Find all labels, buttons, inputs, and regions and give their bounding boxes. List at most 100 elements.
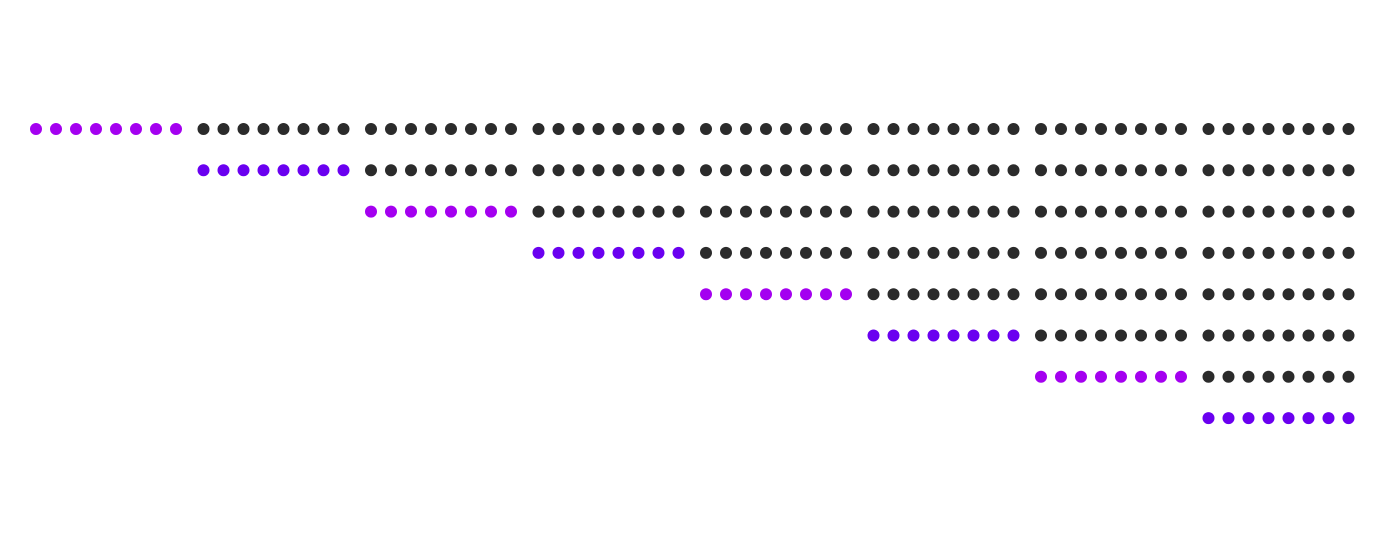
highlight-dot [1175, 370, 1187, 383]
dot [1342, 370, 1355, 383]
dot-group [867, 246, 1020, 259]
highlight-dot-group [1202, 412, 1355, 425]
dot-group [1035, 329, 1187, 342]
dot [867, 288, 880, 301]
dot [1115, 205, 1127, 218]
dot [867, 205, 880, 218]
highlight-dot [505, 205, 517, 218]
highlight-dot [740, 288, 752, 301]
dot [1282, 164, 1295, 177]
highlight-dot-group [867, 329, 1020, 342]
dot [1095, 329, 1107, 342]
dot [800, 123, 812, 135]
highlight-dot [1302, 412, 1315, 425]
highlight-dot [700, 288, 712, 301]
dot-group [1202, 205, 1355, 218]
dot [1075, 164, 1087, 177]
dot [1175, 246, 1187, 259]
dot [1262, 123, 1275, 135]
dot [967, 288, 980, 301]
highlight-dot [800, 288, 812, 301]
dot [1115, 329, 1127, 342]
dot [907, 164, 920, 177]
dot [867, 164, 880, 177]
dot-group [532, 123, 685, 135]
dot [425, 164, 437, 177]
dot [297, 123, 310, 135]
highlight-dot [425, 205, 437, 218]
dot [1262, 246, 1275, 259]
dot [1242, 246, 1255, 259]
dot [987, 123, 1000, 135]
highlight-dot [780, 288, 792, 301]
dot [1302, 205, 1315, 218]
dot [1155, 329, 1167, 342]
highlight-dot [405, 205, 417, 218]
dot [887, 246, 900, 259]
highlight-dot [1282, 412, 1295, 425]
dot [1262, 370, 1275, 383]
dot [1035, 164, 1047, 177]
dot [237, 123, 250, 135]
dot-group [1202, 288, 1355, 301]
highlight-dot [485, 205, 497, 218]
dot [277, 123, 290, 135]
dot [967, 246, 980, 259]
highlight-dot [297, 164, 310, 177]
dot [840, 205, 852, 218]
highlight-dot [907, 329, 920, 342]
highlight-dot [1095, 370, 1107, 383]
highlight-dot [1135, 370, 1147, 383]
dot-group [1202, 329, 1355, 342]
dot [820, 164, 832, 177]
dot [1282, 123, 1295, 135]
dot [405, 123, 417, 135]
dot [907, 246, 920, 259]
dot [1007, 288, 1020, 301]
dot-group [700, 205, 852, 218]
dot [1075, 123, 1087, 135]
dot [532, 205, 545, 218]
dot [1342, 246, 1355, 259]
dot [1155, 205, 1167, 218]
highlight-dot [1155, 370, 1167, 383]
dot [1115, 164, 1127, 177]
dot-group [1035, 246, 1187, 259]
dot [760, 205, 772, 218]
dot [800, 246, 812, 259]
dot [1035, 123, 1047, 135]
dot [1035, 246, 1047, 259]
dot [1135, 288, 1147, 301]
dot [740, 205, 752, 218]
dot [1055, 329, 1067, 342]
highlight-dot [90, 123, 102, 135]
dot [740, 123, 752, 135]
dot [632, 164, 645, 177]
dot [820, 123, 832, 135]
dot [1322, 329, 1335, 342]
dot [1262, 288, 1275, 301]
dot [257, 123, 270, 135]
highlight-dot-group [365, 205, 517, 218]
highlight-dot [820, 288, 832, 301]
dot [1202, 329, 1215, 342]
highlight-dot [385, 205, 397, 218]
dot [720, 123, 732, 135]
dot [485, 123, 497, 135]
highlight-dot [927, 329, 940, 342]
dot [1055, 123, 1067, 135]
dot [1135, 123, 1147, 135]
dot [780, 164, 792, 177]
dot [907, 288, 920, 301]
dot [217, 123, 230, 135]
dot [1222, 164, 1235, 177]
dot [552, 123, 565, 135]
dot [1222, 205, 1235, 218]
dot [425, 123, 437, 135]
dot-row-8 [1202, 412, 1355, 425]
dot [887, 123, 900, 135]
dot [1222, 370, 1235, 383]
dot [1342, 329, 1355, 342]
dot [1322, 370, 1335, 383]
